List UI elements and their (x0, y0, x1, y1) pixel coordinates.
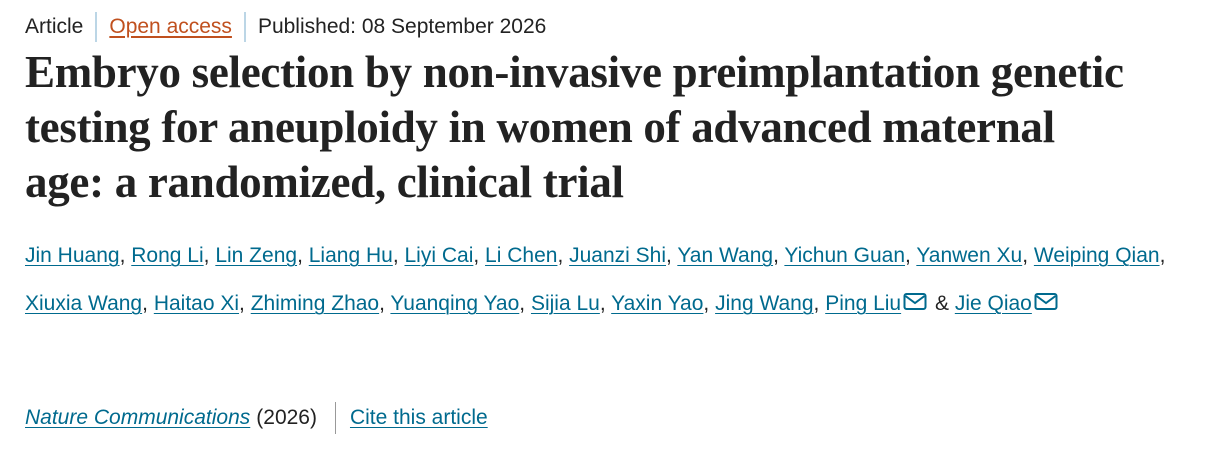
separator: , (1022, 244, 1029, 267)
author-link[interactable]: Lin Zeng (215, 244, 298, 267)
author-link[interactable]: Yuanqing Yao (390, 292, 520, 315)
year: (2026) (256, 406, 317, 429)
separator: , (142, 292, 148, 315)
author-link[interactable]: Xiuxia Wang (25, 292, 143, 315)
author: Li Chen, (485, 244, 563, 267)
author: Liang Hu, (309, 244, 399, 267)
open-access-link[interactable]: Open access (109, 15, 232, 38)
separator (243, 12, 246, 42)
separator: , (239, 292, 245, 315)
author: Yanwen Xu, (916, 244, 1028, 267)
separator: , (519, 292, 526, 315)
author-link[interactable]: Li Chen (485, 244, 558, 267)
separator: , (599, 292, 606, 315)
separator: , (813, 292, 820, 315)
author-link[interactable]: Liyi Cai (404, 244, 474, 267)
author: Jing Wang, (715, 292, 819, 315)
author: Rong Li, (131, 244, 209, 267)
separator (95, 12, 98, 42)
email-icon[interactable] (903, 292, 927, 312)
author-link[interactable]: Weiping Qian (1033, 244, 1160, 267)
separator: , (905, 244, 911, 267)
cite-link[interactable]: Cite this article (349, 406, 488, 429)
author-link[interactable]: Zhiming Zhao (250, 292, 380, 315)
separator: , (203, 244, 210, 267)
author: Jin Huang, (25, 244, 125, 267)
journal-link[interactable]: Nature Communications (25, 406, 251, 429)
author: Xiuxia Wang, (25, 292, 148, 315)
author: Sijia Lu, (531, 292, 606, 315)
article-type: Article (25, 15, 84, 38)
separator: , (392, 244, 399, 267)
separator (334, 402, 336, 434)
author: Zhiming Zhao, (251, 292, 385, 315)
separator: & (934, 292, 949, 315)
article-meta: Article Open access Published: 08 Septem… (25, 12, 546, 42)
author-link[interactable]: Yichun Guan (784, 244, 906, 267)
author-link[interactable]: Jie Qiao (954, 292, 1032, 315)
author-link[interactable]: Jing Wang (715, 292, 814, 315)
author: Liyi Cai, (405, 244, 480, 267)
separator: , (297, 244, 303, 267)
article-title: Embryo selection by non-invasive preimpl… (25, 47, 1124, 207)
separator: , (666, 244, 672, 267)
author-link[interactable]: Liang Hu (308, 244, 393, 267)
author-link[interactable]: Rong Li (131, 244, 204, 267)
author-link[interactable]: Jin Huang (25, 244, 120, 267)
author: Juanzi Shi, (569, 244, 672, 267)
separator: , (773, 244, 779, 267)
separator: , (557, 244, 564, 267)
author: Yaxin Yao, (611, 292, 709, 315)
author: Yuanqing Yao, (390, 292, 525, 315)
separator: , (473, 244, 480, 267)
author-link[interactable]: Haitao Xi (153, 292, 240, 315)
author: Jie Qiao (955, 292, 1060, 315)
author: Lin Zeng, (215, 244, 303, 267)
separator: , (1159, 244, 1166, 267)
separator: , (703, 292, 710, 315)
author: Yan Wang, (677, 244, 779, 267)
author: Weiping Qian, (1034, 244, 1166, 267)
author-link[interactable]: Juanzi Shi (569, 244, 667, 267)
author: Haitao Xi, (154, 292, 245, 315)
published-date: Published: 08 September 2026 (257, 15, 547, 38)
email-icon[interactable] (1034, 292, 1058, 312)
author-link[interactable]: Yaxin Yao (611, 292, 704, 315)
author-list: Jin Huang, Rong Li, Lin Zeng, Liang Hu, … (25, 232, 1175, 328)
author: Yichun Guan, (784, 244, 910, 267)
separator: , (119, 244, 126, 267)
author-link[interactable]: Yanwen Xu (916, 244, 1023, 267)
author-link[interactable]: Ping Liu (825, 292, 902, 315)
separator: , (379, 292, 385, 315)
author: Ping Liu (825, 292, 929, 315)
citation-row: Nature Communications (2026) Cite this a… (25, 402, 488, 434)
author-link[interactable]: Sijia Lu (530, 292, 600, 315)
author-link[interactable]: Yan Wang (677, 244, 774, 267)
